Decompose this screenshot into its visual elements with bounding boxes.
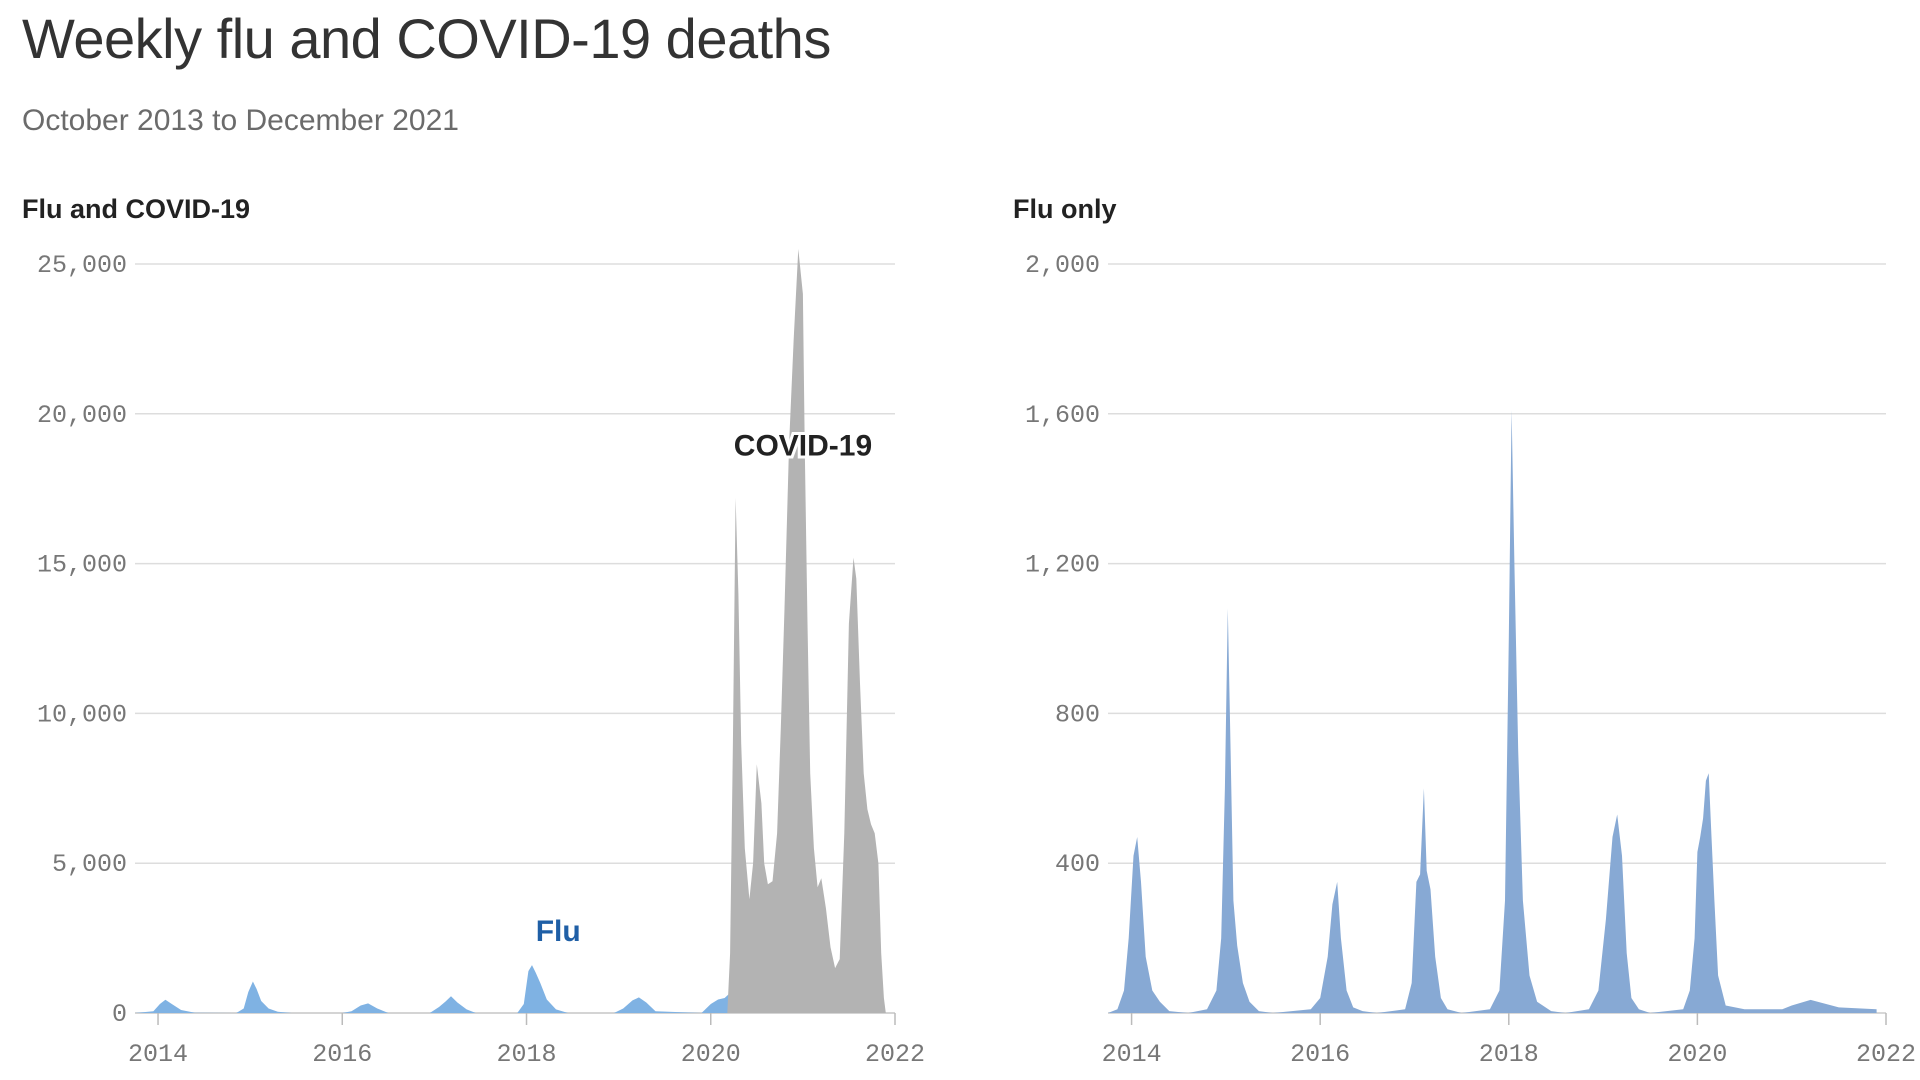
x-tick-label: 2020 [681, 1040, 741, 1069]
y-tick-label: 25,000 [37, 251, 127, 280]
chart-panel-flu-only: 400 800 1,200 1,600 2,000 2014 2016 2018 2020 202… [1025, 251, 1916, 1069]
y-tick-label: 10,000 [37, 700, 127, 729]
covid-series-label: COVID-19 [734, 430, 872, 463]
x-tick-label: 2016 [1290, 1040, 1350, 1069]
flu-series-label: Flu [536, 915, 581, 948]
chart-panel-flu-and-covid: 0 5,000 10,000 15,000 20,000 25,000 2014 2016 20… [37, 249, 925, 1069]
y-tick-label: 0 [112, 1000, 127, 1029]
y-tick-label: 400 [1055, 850, 1100, 879]
left-panel-title: Flu and COVID-19 [22, 194, 251, 224]
x-tick-label: 2020 [1667, 1040, 1727, 1069]
y-tick-label: 800 [1055, 700, 1100, 729]
x-tick-label: 2014 [1102, 1040, 1162, 1069]
chart-subtitle: October 2013 to December 2021 [22, 104, 459, 137]
x-tick-label: 2018 [1479, 1040, 1539, 1069]
y-tick-label: 1,200 [1025, 551, 1100, 580]
covid-19-area-series [727, 249, 886, 1013]
y-tick-label: 1,600 [1025, 401, 1100, 430]
y-tick-label: 20,000 [37, 401, 127, 430]
x-tick-label: 2018 [497, 1040, 557, 1069]
flu-area-series [1108, 410, 1877, 1014]
x-tick-label: 2016 [312, 1040, 372, 1069]
x-tick-label: 2022 [1856, 1040, 1916, 1069]
right-panel-title: Flu only [1013, 194, 1117, 224]
y-tick-label: 5,000 [52, 850, 127, 879]
y-tick-label: 2,000 [1025, 251, 1100, 280]
x-tick-label: 2022 [865, 1040, 925, 1069]
chart-title: Weekly flu and COVID-19 deaths [22, 7, 831, 70]
y-tick-label: 15,000 [37, 551, 127, 580]
x-tick-label: 2014 [128, 1040, 188, 1069]
